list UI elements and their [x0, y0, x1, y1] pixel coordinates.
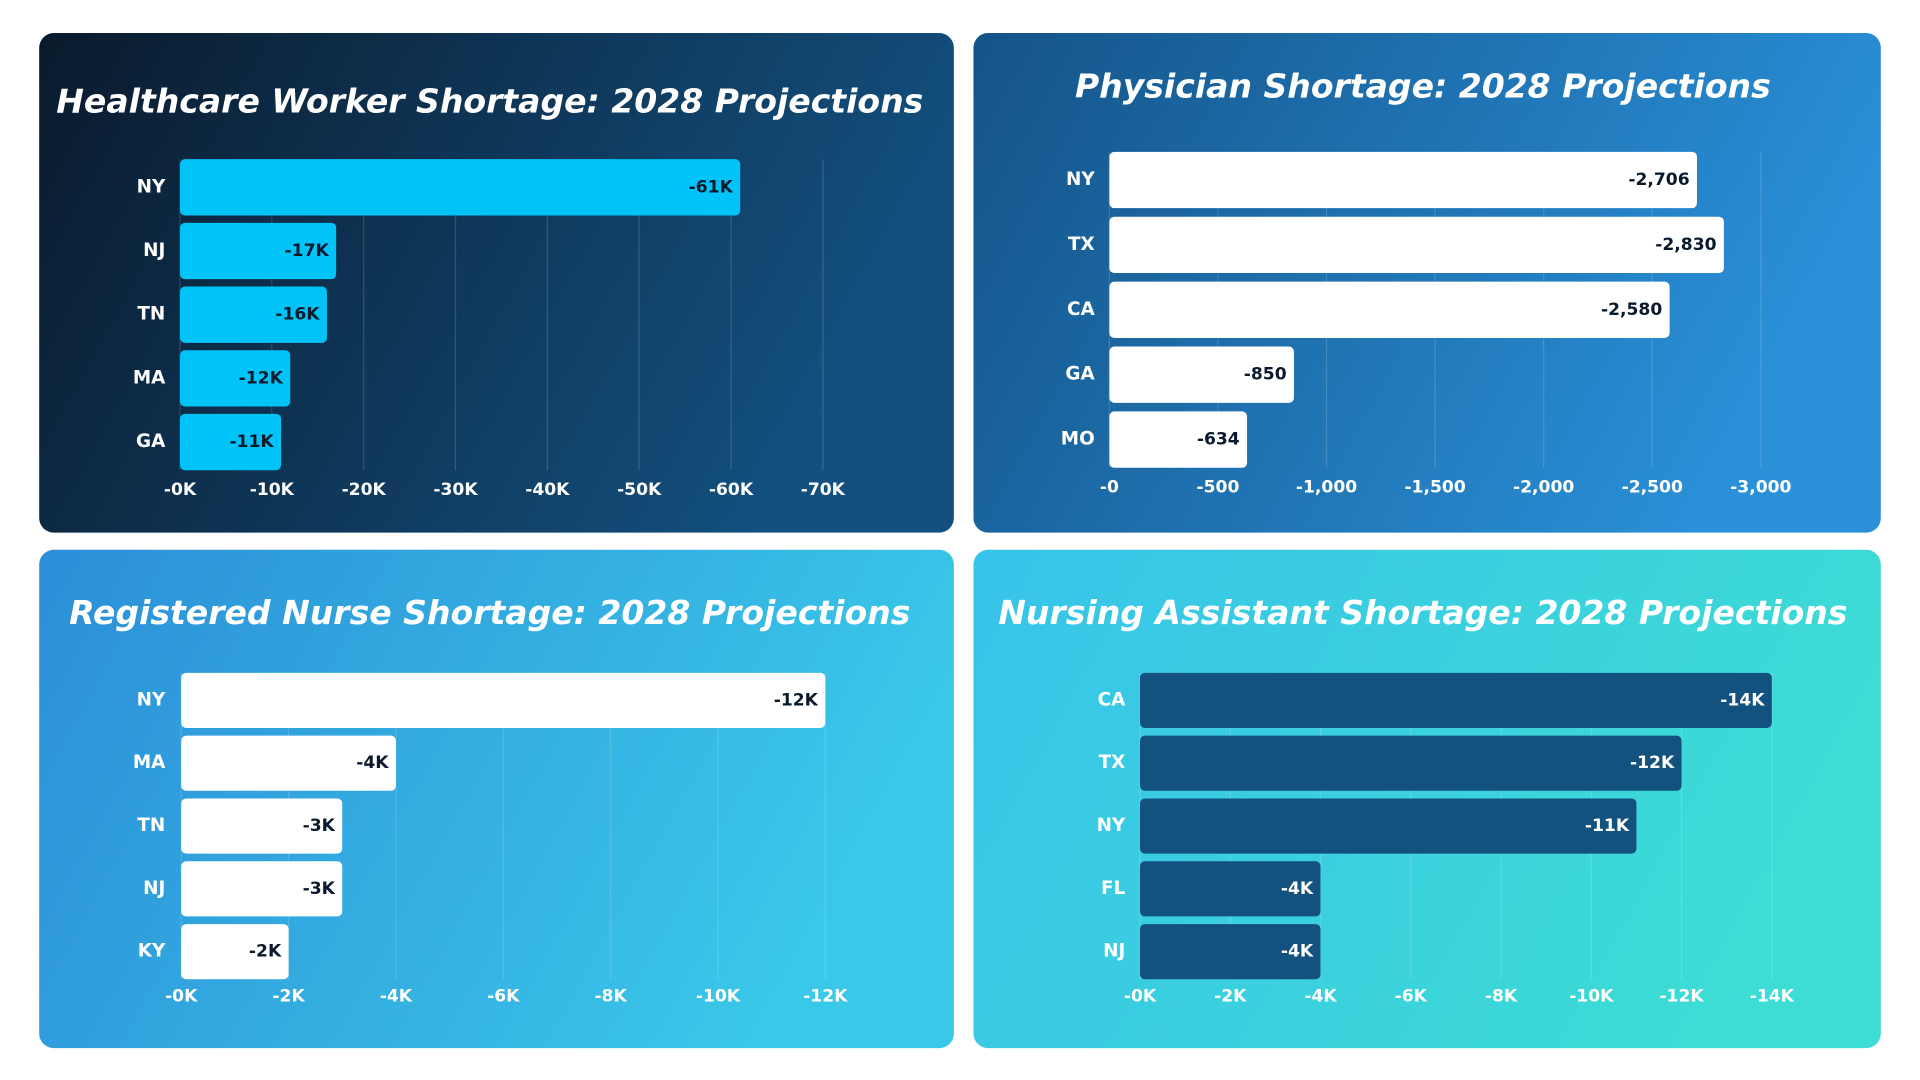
category-label: NJ: [143, 240, 165, 261]
x-tick-label: -40K: [525, 480, 570, 500]
x-tick-label: -2,000: [1513, 477, 1574, 497]
bar: [1109, 281, 1670, 338]
bar: [1109, 151, 1697, 209]
category-label: NJ: [143, 878, 165, 899]
bar: [180, 159, 741, 216]
value-label: -4K: [1281, 942, 1314, 962]
x-tick-label: -10K: [1569, 987, 1614, 1007]
value-label: -61K: [689, 177, 734, 197]
category-label: NJ: [1103, 941, 1125, 962]
value-label: -17K: [285, 241, 330, 261]
x-tick-label: -4K: [380, 987, 413, 1007]
category-label: GA: [136, 431, 166, 452]
value-label: -634: [1197, 430, 1240, 450]
bar: [180, 350, 291, 407]
x-tick-label: -3,000: [1730, 477, 1791, 497]
value-label: -12K: [774, 690, 819, 710]
x-tick-label: -14K: [1750, 987, 1795, 1007]
value-label: -12K: [1630, 753, 1675, 773]
category-label: NY: [1066, 169, 1095, 190]
bar: [181, 672, 826, 728]
x-tick-label: -60K: [709, 480, 754, 500]
x-tick-label: -6K: [1395, 987, 1428, 1007]
bar: [181, 798, 343, 854]
x-tick-label: -10K: [250, 480, 295, 500]
x-tick-label: -8K: [594, 987, 627, 1007]
value-label: -16K: [275, 305, 320, 325]
value-label: -3K: [303, 879, 336, 899]
category-label: TX: [1099, 752, 1126, 773]
bar: [1140, 798, 1637, 854]
x-tick-label: -12K: [803, 987, 848, 1007]
category-label: MA: [133, 367, 166, 388]
chart-title: Registered Nurse Shortage: 2028 Projecti…: [69, 593, 910, 632]
x-tick-label: -0K: [165, 987, 198, 1007]
category-label: CA: [1098, 689, 1126, 710]
bar: [180, 413, 282, 471]
chart-title: Healthcare Worker Shortage: 2028 Project…: [56, 81, 923, 120]
category-label: MA: [133, 752, 166, 773]
value-label: -14K: [1720, 690, 1765, 710]
category-label: MO: [1061, 429, 1095, 450]
value-label: -11K: [229, 432, 274, 452]
bar: [1140, 861, 1321, 917]
x-tick-label: -6K: [487, 987, 520, 1007]
value-label: -12K: [239, 368, 284, 388]
x-tick-label: -2K: [1214, 987, 1247, 1007]
category-label: TN: [137, 815, 165, 836]
x-tick-label: -0: [1100, 477, 1119, 497]
category-label: NY: [137, 176, 166, 197]
x-tick-label: -30K: [433, 480, 478, 500]
bar: [180, 286, 327, 343]
category-label: TX: [1068, 234, 1095, 255]
category-label: FL: [1101, 878, 1126, 899]
value-label: -4K: [356, 753, 389, 773]
chart-title: Physician Shortage: 2028 Projections: [1075, 67, 1771, 106]
panel: [39, 33, 954, 533]
value-label: -2,830: [1655, 235, 1716, 255]
category-label: CA: [1067, 299, 1095, 320]
bar: [1109, 216, 1724, 274]
value-label: -4K: [1281, 879, 1314, 899]
category-label: NY: [1097, 815, 1126, 836]
chart-title: Nursing Assistant Shortage: 2028 Project…: [998, 593, 1847, 632]
bar: [1140, 735, 1682, 791]
bar: [1109, 346, 1294, 403]
x-tick-label: -0K: [164, 480, 197, 500]
x-tick-label: -0K: [1124, 987, 1157, 1007]
category-label: NY: [137, 689, 166, 710]
value-label: -2,580: [1601, 300, 1662, 320]
x-tick-label: -500: [1197, 477, 1240, 497]
x-tick-label: -2,500: [1622, 477, 1683, 497]
bar: [181, 924, 289, 980]
bar: [1109, 411, 1248, 468]
x-tick-label: -12K: [1659, 987, 1704, 1007]
bar: [181, 861, 343, 917]
value-label: -3K: [303, 816, 336, 836]
x-tick-label: -20K: [342, 480, 387, 500]
x-tick-label: -1,000: [1296, 477, 1357, 497]
x-tick-label: -8K: [1485, 987, 1518, 1007]
x-tick-label: -50K: [617, 480, 662, 500]
bar: [180, 222, 337, 280]
category-label: KY: [138, 941, 166, 962]
x-tick-label: -70K: [801, 480, 846, 500]
category-label: TN: [137, 304, 165, 325]
x-tick-label: -2K: [272, 987, 305, 1007]
x-tick-label: -4K: [1304, 987, 1337, 1007]
value-label: -850: [1244, 365, 1287, 385]
value-label: -2K: [249, 942, 282, 962]
category-label: GA: [1065, 364, 1095, 385]
value-label: -2,706: [1628, 170, 1689, 190]
x-tick-label: -1,500: [1404, 477, 1465, 497]
value-label: -11K: [1585, 816, 1630, 836]
bar: [1140, 672, 1772, 728]
bar: [181, 735, 396, 791]
x-tick-label: -10K: [696, 987, 741, 1007]
bar: [1140, 924, 1321, 980]
